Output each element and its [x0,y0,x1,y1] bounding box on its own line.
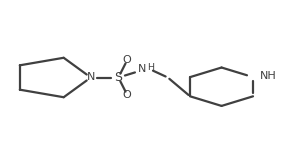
Text: N: N [87,73,95,82]
Text: NH: NH [259,71,276,81]
Text: O: O [123,90,131,100]
Text: H: H [147,63,154,72]
Text: S: S [114,71,122,84]
Text: N: N [138,64,147,74]
Text: O: O [123,55,131,65]
